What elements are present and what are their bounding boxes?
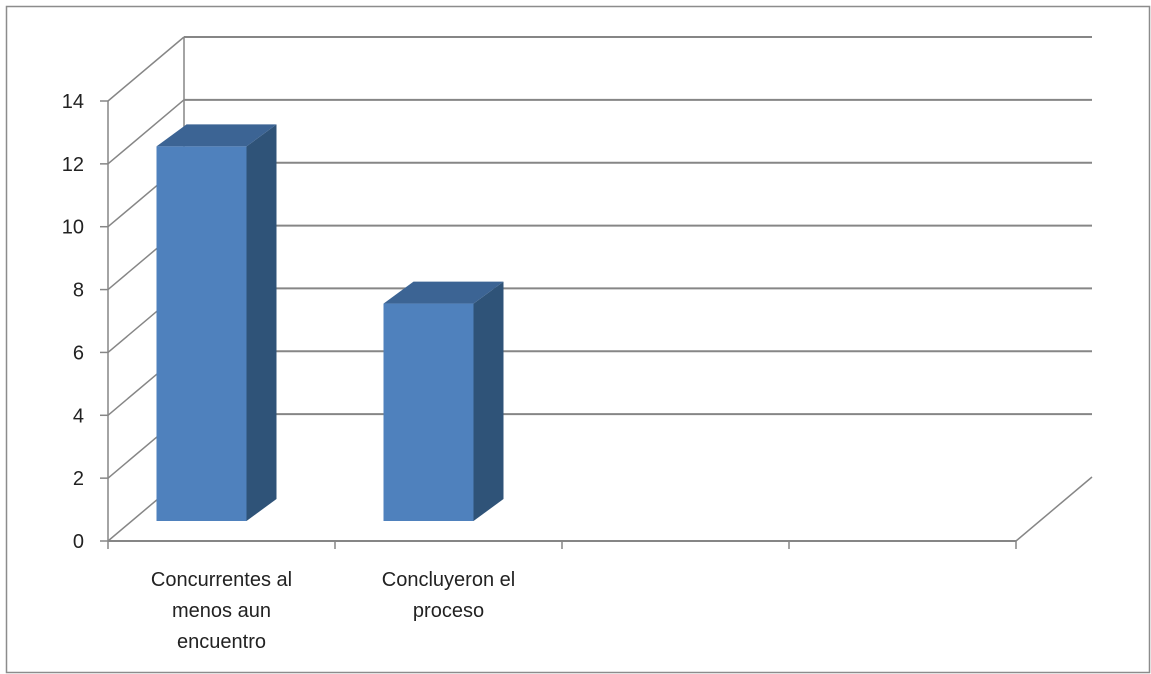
x-category-label-0-line-1: menos aun: [172, 600, 271, 622]
x-category-label-1-line-0: Concluyeron el: [382, 569, 515, 591]
y-tick-label-4: 4: [73, 405, 84, 427]
bar-top-1: [383, 281, 504, 304]
x-category-label-0-line-2: encuentro: [177, 631, 266, 653]
x-category-label-0-line-0: Concurrentes al: [151, 569, 292, 591]
bar-side-1: [473, 281, 504, 521]
y-tick-label-10: 10: [62, 217, 84, 239]
y-tick-label-6: 6: [73, 342, 84, 364]
bar-1: [383, 303, 474, 521]
y-tick-label-2: 2: [73, 468, 84, 490]
bar-0: [156, 146, 247, 521]
bar-side-0: [246, 124, 277, 521]
x-category-label-1-line-1: proceso: [413, 600, 484, 622]
side-wall-line-14: [107, 36, 185, 102]
y-tick-label-0: 0: [73, 531, 84, 553]
bar-top-0: [156, 124, 277, 147]
floor-right-edge: [1015, 476, 1093, 542]
y-tick-label-8: 8: [73, 280, 84, 302]
chart-border: [5, 5, 1151, 674]
side-wall-line-12: [107, 99, 185, 165]
y-tick-label-12: 12: [62, 154, 84, 176]
y-tick-label-14: 14: [62, 91, 84, 113]
